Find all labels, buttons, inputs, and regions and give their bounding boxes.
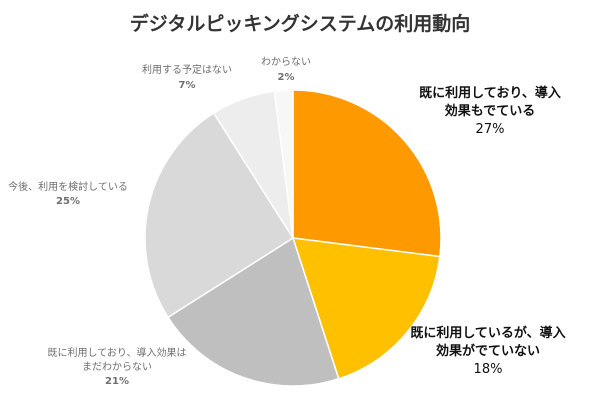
slice-label-1: 既に利用しており、導入効果もでている 27% <box>419 85 561 137</box>
pie-slice-4 <box>144 112 295 319</box>
slice-label-line: わからない <box>261 56 311 68</box>
slice-percent: 25% <box>56 196 80 207</box>
slice-label-4: 今後、利用を検討している 25% <box>8 180 128 207</box>
slice-percent: 27% <box>476 122 505 137</box>
slice-label-line: 既に利用しているが、導入 <box>410 325 565 341</box>
slice-labels: 既に利用しており、導入効果もでている 27% 既に利用しているが、導入効果がでていな… <box>8 56 566 387</box>
pie-slice-1 <box>292 89 442 258</box>
slice-percent: 18% <box>474 362 503 377</box>
pie-slice-3 <box>167 236 340 387</box>
slice-label-line: 今後、利用を検討している <box>8 180 128 193</box>
pie-slice-2 <box>291 237 441 380</box>
slice-percent: 2% <box>278 72 295 83</box>
pie-slices <box>144 89 442 387</box>
slice-label-line: 効果もでている <box>445 103 535 119</box>
slice-label-2: 既に利用しているが、導入効果がでていない 18% <box>410 325 565 377</box>
slice-label-line: 効果がでていない <box>436 343 540 359</box>
slice-label-5: 利用する予定はない 7% <box>142 63 232 91</box>
slice-label-line: 既に利用しており、導入 <box>419 85 561 101</box>
slice-label-line: 利用する予定はない <box>142 63 232 76</box>
slice-label-3: 既に利用しており、導入効果はまだわからない 21% <box>48 346 187 387</box>
slice-label-line: 既に利用しており、導入効果は <box>48 346 187 359</box>
pie-slice-6 <box>273 89 294 239</box>
chart-title: デジタルピッキングシステムの利用動向 <box>130 12 470 35</box>
slice-label-6: わからない 2% <box>261 56 311 83</box>
slice-percent: 21% <box>105 376 129 387</box>
slice-percent: 7% <box>179 80 196 91</box>
slice-label-line: まだわからない <box>82 361 152 373</box>
